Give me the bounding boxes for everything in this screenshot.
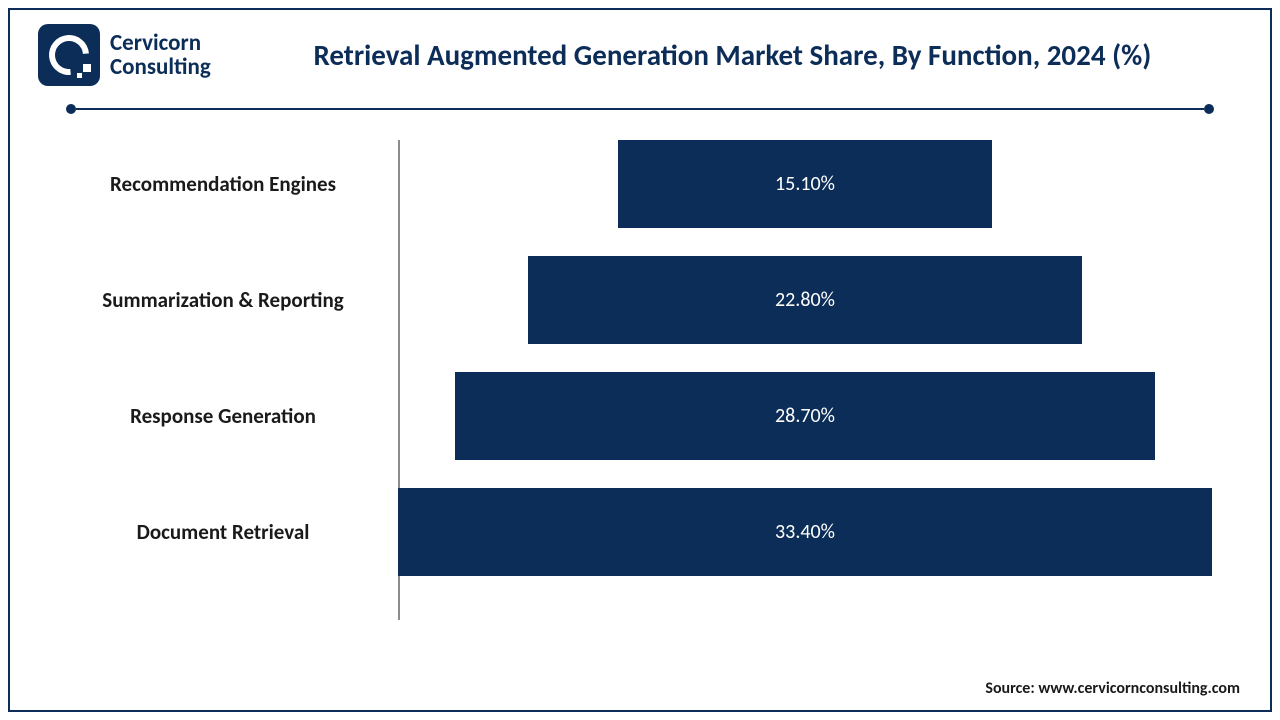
category-labels-column: Recommendation Engines Summarization & Re… [48, 140, 398, 630]
bar-row: 33.40% [398, 488, 1212, 576]
logo-mark [38, 24, 100, 86]
chart-title: Retrieval Augmented Generation Market Sh… [233, 37, 1242, 73]
brand-name: Cervicorn Consulting [110, 31, 211, 79]
divider-dot-right-icon [1204, 104, 1214, 114]
bar-value: 22.80% [775, 288, 835, 312]
logo-square-icon [83, 64, 91, 72]
bar-row: 22.80% [398, 256, 1212, 344]
brand-name-line1: Cervicorn [110, 31, 211, 55]
bar: 33.40% [398, 488, 1212, 576]
category-label: Recommendation Engines [48, 171, 398, 197]
logo-square-small-icon [77, 73, 82, 78]
bar-row: 15.10% [398, 140, 1212, 228]
logo-c-icon [41, 27, 97, 83]
brand-logo: Cervicorn Consulting [38, 24, 211, 86]
category-label: Document Retrieval [48, 519, 398, 545]
category-label-row: Response Generation [48, 372, 398, 460]
brand-name-line2: Consulting [110, 55, 211, 79]
category-label: Response Generation [48, 403, 398, 429]
category-label-row: Recommendation Engines [48, 140, 398, 228]
category-label: Summarization & Reporting [48, 287, 398, 313]
category-label-row: Summarization & Reporting [48, 256, 398, 344]
divider-line [76, 108, 1204, 110]
chart-frame: Cervicorn Consulting Retrieval Augmented… [8, 8, 1272, 712]
bar-row: 28.70% [398, 372, 1212, 460]
bar-value: 15.10% [775, 172, 835, 196]
category-label-row: Document Retrieval [48, 488, 398, 576]
bar: 22.80% [528, 256, 1082, 344]
bar-value: 28.70% [775, 404, 835, 428]
divider [66, 104, 1214, 114]
header: Cervicorn Consulting Retrieval Augmented… [38, 24, 1242, 86]
divider-dot-left-icon [66, 104, 76, 114]
funnel-chart: Recommendation Engines Summarization & Re… [48, 140, 1212, 630]
bars-column: 15.10% 22.80% 28.70% 33.40% [398, 140, 1212, 630]
bar-value: 33.40% [775, 520, 835, 544]
bar: 15.10% [618, 140, 992, 228]
bar: 28.70% [455, 372, 1155, 460]
source-attribution: Source: www.cervicornconsulting.com [985, 679, 1240, 698]
